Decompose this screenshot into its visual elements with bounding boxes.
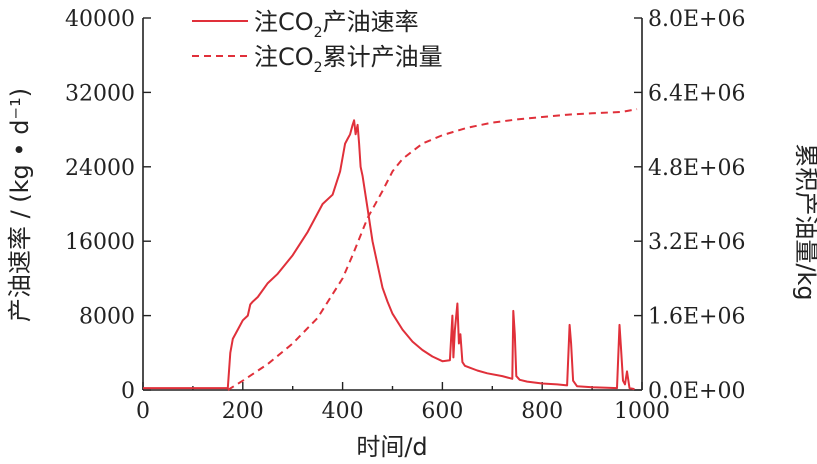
- y-left-tick-label: 16000: [65, 230, 135, 255]
- x-ticks: 0 200 400 600 800 1000: [136, 382, 670, 424]
- x-tick-label: 400: [322, 399, 364, 424]
- y-left-tick-label: 32000: [65, 81, 135, 106]
- series-line-oil-rate: [143, 119, 635, 391]
- series-line-cumulative-oil: [227, 108, 638, 391]
- y-right-tick-label: 1.6E+06: [648, 305, 745, 330]
- y-right-tick-label: 8.0E+06: [648, 7, 745, 32]
- x-tick-label: 1000: [614, 399, 670, 424]
- x-tick-label: 600: [421, 399, 463, 424]
- y-left-ticks: 0 8000 16000 24000 32000 40000: [65, 7, 151, 404]
- y-right-ticks: 0.0E+00 1.6E+06 3.2E+06 4.8E+06 6.4E+06 8.0E+…: [634, 7, 745, 404]
- x-tick-label: 200: [222, 399, 264, 424]
- y-right-tick-label: 0.0E+00: [648, 379, 745, 404]
- y-left-tick-label: 24000: [65, 156, 135, 181]
- y-left-tick-label: 0: [121, 379, 135, 404]
- legend-label-rate: 注CO2产油速率: [254, 8, 419, 41]
- x-axis-title: 时间/d: [356, 433, 427, 461]
- y-left-tick-label: 8000: [79, 305, 135, 330]
- y-right-tick-label: 4.8E+06: [648, 156, 745, 181]
- legend-label-cumulative: 注CO2累计产油量: [254, 43, 443, 76]
- y-right-tick-label: 6.4E+06: [648, 81, 745, 106]
- y-right-tick-label: 3.2E+06: [648, 230, 745, 255]
- y-axis-right-title: 累积产油量/kg: [792, 143, 817, 300]
- x-tick-label: 800: [521, 399, 563, 424]
- legend: 注CO2产油速率 注CO2累计产油量: [192, 8, 443, 76]
- x-tick-label: 0: [136, 399, 150, 424]
- y-axis-left-title: 产油速率 / (kg • d⁻¹): [6, 88, 34, 322]
- y-left-tick-label: 40000: [65, 7, 135, 32]
- series-group: [143, 108, 638, 391]
